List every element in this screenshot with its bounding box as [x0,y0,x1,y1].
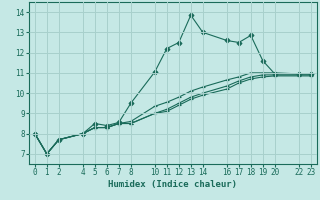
X-axis label: Humidex (Indice chaleur): Humidex (Indice chaleur) [108,180,237,189]
